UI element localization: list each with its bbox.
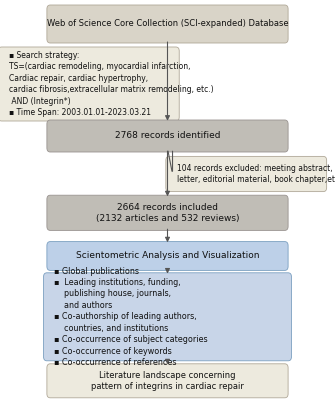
Text: 2768 records identified: 2768 records identified bbox=[115, 132, 220, 140]
FancyBboxPatch shape bbox=[47, 5, 288, 43]
Text: 2664 records included
(2132 articles and 532 reviews): 2664 records included (2132 articles and… bbox=[96, 202, 239, 223]
Text: Web of Science Core Collection (SCI-expanded) Database: Web of Science Core Collection (SCI-expa… bbox=[47, 20, 288, 28]
Text: Literature landscape concerning
pattern of integrins in cardiac repair: Literature landscape concerning pattern … bbox=[91, 370, 244, 391]
Text: ▪ Search strategy:
TS=(cardiac remodeling, myocardial infarction,
Cardiac repair: ▪ Search strategy: TS=(cardiac remodelin… bbox=[9, 51, 214, 117]
FancyBboxPatch shape bbox=[0, 47, 179, 121]
FancyBboxPatch shape bbox=[166, 156, 327, 192]
FancyBboxPatch shape bbox=[47, 364, 288, 398]
FancyBboxPatch shape bbox=[44, 273, 291, 361]
Text: 104 records excluded: meeting abstract,
letter, editorial material, book chapter: 104 records excluded: meeting abstract, … bbox=[177, 164, 335, 184]
FancyBboxPatch shape bbox=[47, 120, 288, 152]
FancyBboxPatch shape bbox=[47, 195, 288, 230]
Text: ▪ Global publications
▪  Leading institutions, funding,
    publishing house, jo: ▪ Global publications ▪ Leading institut… bbox=[54, 266, 208, 367]
Text: Scientometric Analysis and Visualization: Scientometric Analysis and Visualization bbox=[76, 252, 259, 260]
FancyBboxPatch shape bbox=[47, 242, 288, 270]
